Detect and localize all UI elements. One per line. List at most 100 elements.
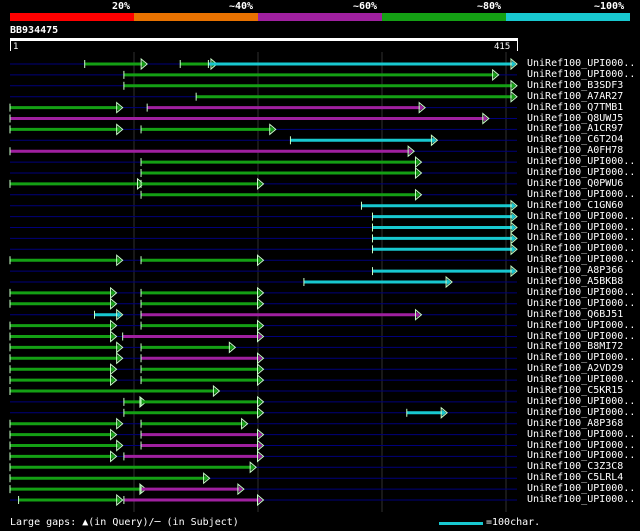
hit-label[interactable]: UniRef100_UPI000.. — [527, 494, 636, 505]
hit-arrow-icon — [136, 177, 145, 190]
hit-arrow-fill — [512, 213, 516, 220]
hit-arrow-fill — [138, 180, 143, 187]
scale-label-100: ~100% — [594, 1, 625, 12]
hit-label[interactable]: UniRef100_UPI000.. — [527, 352, 636, 364]
hit-label[interactable]: UniRef100_UPI000.. — [527, 483, 636, 495]
hit-arrow-fill — [512, 61, 516, 67]
hit-label[interactable]: UniRef100_A8P368 — [527, 417, 624, 429]
hit-label[interactable]: UniRef100_C6T2O4 — [527, 134, 624, 146]
hit-arrow-icon — [116, 439, 124, 452]
hit-arrow-icon — [116, 352, 124, 365]
hit-label[interactable]: UniRef100_UPI000.. — [527, 330, 636, 342]
hit-label[interactable]: UniRef100_UPI000.. — [527, 232, 636, 244]
hit-label[interactable]: UniRef100_UPI000.. — [527, 395, 636, 407]
hit-arrow-fill — [512, 235, 516, 242]
hit-label[interactable]: UniRef100_Q7TMB1 — [527, 101, 624, 113]
query-ruler — [10, 38, 518, 41]
hit-arrow-icon — [430, 134, 439, 147]
hit-arrow-fill — [230, 344, 235, 351]
hit-label[interactable]: UniRef100_C1GN60 — [527, 199, 624, 211]
hit-label[interactable]: UniRef100_UPI000.. — [527, 439, 636, 451]
hit-arrow-icon — [510, 210, 518, 223]
hit-arrow-icon — [257, 450, 265, 463]
hit-arrow-icon — [510, 79, 518, 92]
hit-arrow-icon — [257, 406, 265, 419]
hit-arrow-fill — [512, 202, 516, 209]
hit-arrow-icon — [257, 493, 265, 507]
hit-arrow-icon — [110, 450, 118, 463]
scale-label-20: 20% — [112, 1, 131, 12]
hit-arrow-icon — [257, 395, 265, 408]
hit-label[interactable]: UniRef100_UPI000.. — [527, 450, 636, 462]
hit-arrow-fill — [111, 366, 116, 373]
hit-label[interactable]: UniRef100_C5KR15 — [527, 385, 624, 396]
hit-arrow-icon — [445, 275, 453, 289]
hit-label[interactable]: UniRef100_UPI000.. — [527, 221, 636, 233]
hit-label[interactable]: UniRef100_A2VD29 — [527, 363, 624, 375]
hit-label[interactable]: UniRef100_UPI000.. — [527, 286, 636, 298]
hit-arrow-icon — [414, 308, 423, 321]
hit-label[interactable]: UniRef100_A1CR97 — [527, 123, 624, 135]
hit-arrow-fill — [420, 104, 425, 111]
hit-label[interactable]: UniRef100_UPI000.. — [527, 297, 636, 309]
hit-label[interactable]: UniRef100_A0FH78 — [527, 145, 624, 157]
hit-arrow-fill — [409, 148, 414, 155]
hit-arrow-icon — [116, 101, 124, 114]
hit-label[interactable]: UniRef100_UPI000.. — [527, 319, 636, 331]
hit-label[interactable]: UniRef100_UPI000.. — [527, 167, 636, 178]
hit-label[interactable]: UniRef100_C3Z3C8 — [527, 461, 624, 473]
hit-arrow-fill — [117, 311, 122, 318]
hit-arrow-icon — [139, 483, 147, 496]
hit-arrow-fill — [204, 475, 209, 482]
hit-label[interactable]: UniRef100_UPI000.. — [527, 210, 636, 222]
hit-arrow-icon — [110, 374, 118, 387]
hit-label[interactable]: UniRef100_A5BKB8 — [527, 276, 624, 287]
hit-arrow-icon — [257, 352, 265, 365]
hit-label[interactable]: UniRef100_Q0PWU6 — [527, 177, 624, 189]
hit-label[interactable]: UniRef100_Q6BJ51 — [527, 308, 624, 320]
hit-arrow-icon — [257, 330, 265, 343]
scale-bar-cyan — [506, 13, 630, 21]
hit-arrow-fill — [111, 289, 116, 296]
hit-arrow-icon — [510, 265, 518, 278]
hit-arrow-fill — [117, 442, 122, 449]
hit-label[interactable]: UniRef100_UPI000.. — [527, 243, 636, 255]
hit-arrow-fill — [238, 486, 243, 493]
hit-arrow-fill — [258, 453, 263, 460]
hit-label[interactable]: UniRef100_UPI000.. — [527, 156, 636, 168]
hit-arrow-icon — [116, 341, 124, 354]
hit-arrow-icon — [139, 395, 147, 408]
hit-arrow-fill — [270, 126, 275, 133]
hit-arrow-icon — [116, 123, 124, 136]
hit-label[interactable]: UniRef100_Q8UWJ5 — [527, 112, 624, 124]
hit-arrow-fill — [447, 279, 452, 285]
hit-label[interactable]: UniRef100_A7AR27 — [527, 90, 624, 102]
hit-arrow-fill — [142, 61, 147, 67]
hit-label[interactable]: UniRef100_UPI000.. — [527, 58, 636, 69]
hit-label[interactable]: UniRef100_UPI000.. — [527, 406, 636, 418]
hit-label[interactable]: UniRef100_UPI000.. — [527, 188, 636, 200]
hit-arrow-icon — [237, 483, 245, 496]
hit-label[interactable]: UniRef100_A8P366 — [527, 265, 624, 277]
hit-arrow-fill — [258, 366, 263, 373]
hit-label[interactable]: UniRef100_UPI000.. — [527, 254, 636, 266]
hit-arrow-fill — [258, 180, 263, 187]
hit-label[interactable]: UniRef100_UPI000.. — [527, 68, 636, 80]
hit-label[interactable]: UniRef100_UPI000.. — [527, 428, 636, 440]
hit-arrow-fill — [416, 191, 421, 198]
hit-label[interactable]: UniRef100_B3SDF3 — [527, 79, 624, 91]
hit-arrow-fill — [117, 257, 122, 264]
hit-label[interactable]: UniRef100_UPI000.. — [527, 374, 636, 386]
hit-label[interactable]: UniRef100_C5LRL4 — [527, 472, 624, 484]
hit-arrow-fill — [442, 409, 447, 416]
hit-arrow-icon — [241, 417, 249, 430]
hit-arrow-icon — [257, 363, 265, 376]
hit-arrow-icon — [110, 428, 118, 441]
scale-bar-green — [382, 13, 506, 21]
hit-arrow-icon — [110, 319, 118, 332]
hit-arrow-icon — [257, 177, 265, 190]
hit-label[interactable]: UniRef100_B8MI72 — [527, 341, 624, 353]
hit-arrow-fill — [117, 497, 122, 503]
scale-label-40: ~40% — [229, 1, 254, 12]
